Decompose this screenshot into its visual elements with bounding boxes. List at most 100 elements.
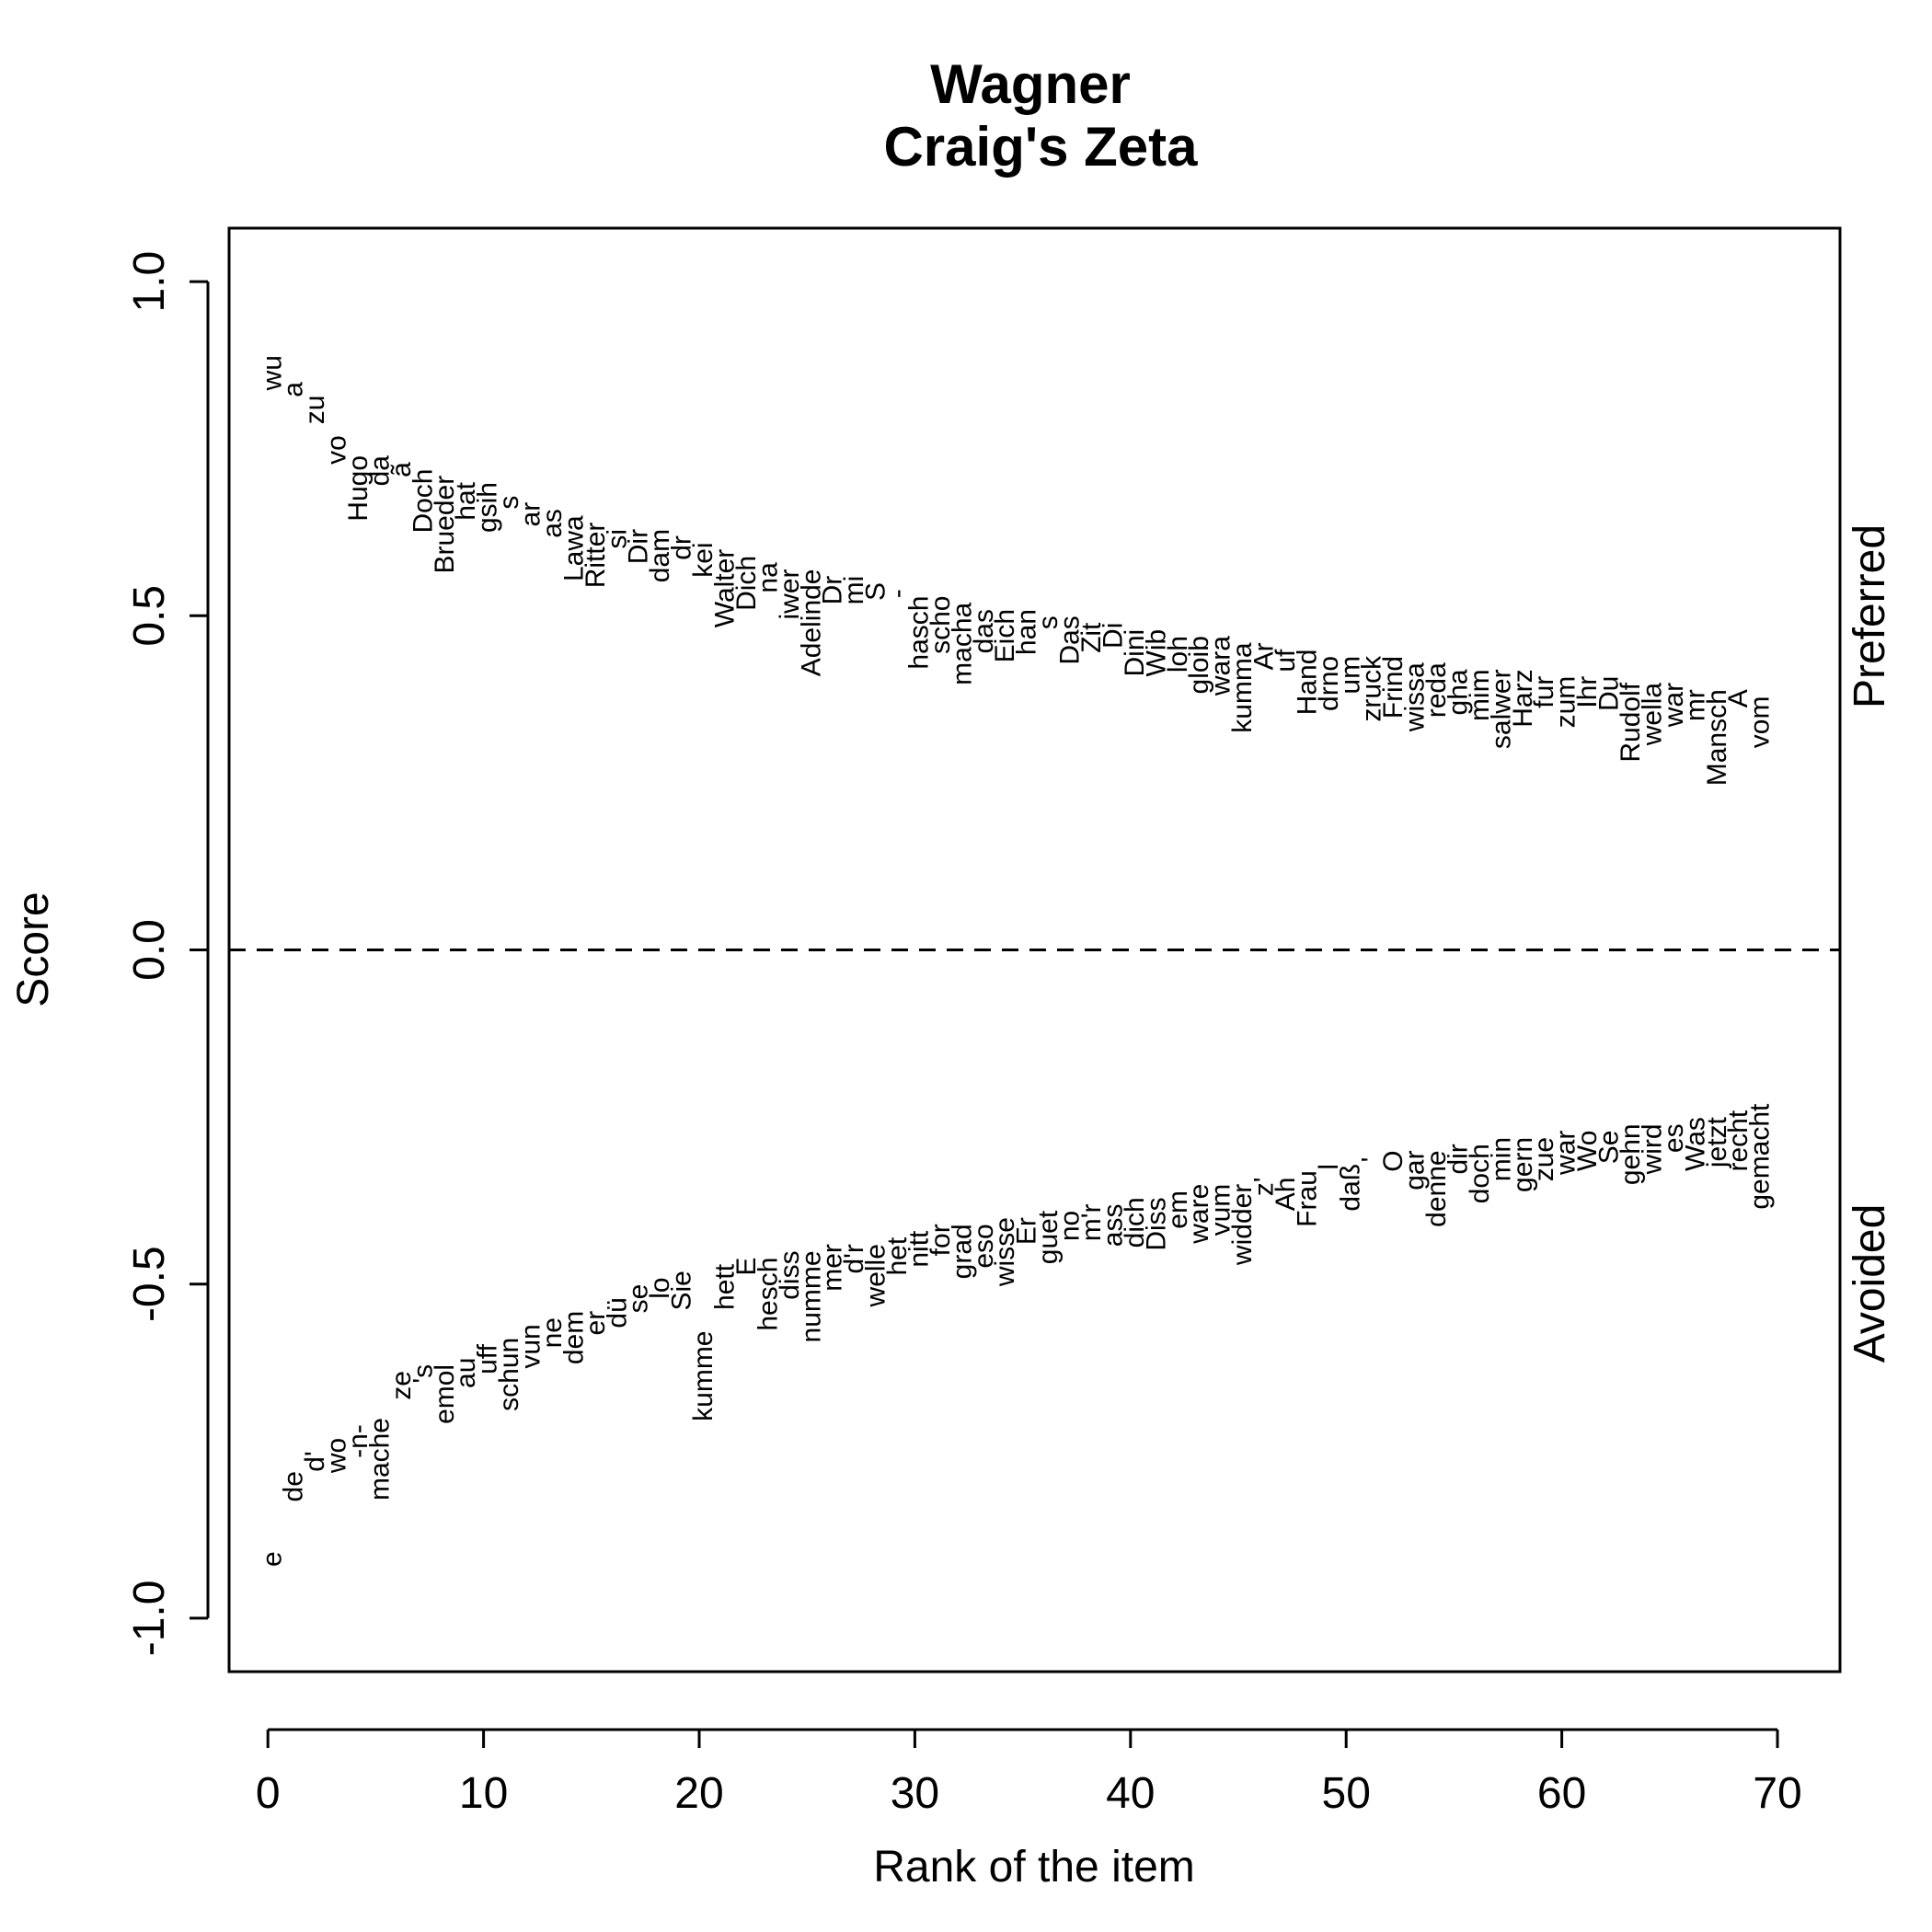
word-label: mr <box>1680 689 1710 721</box>
y-axis: -1.0 -0.5 0.0 0.5 1.0 <box>125 251 210 1657</box>
word-label: doch <box>1465 1144 1495 1203</box>
avoided-label: Avoided <box>1846 1204 1894 1363</box>
word-label: Dir <box>624 529 654 564</box>
x-tick-label: 60 <box>1537 1769 1586 1818</box>
word-label: ã <box>386 462 417 477</box>
x-tick-label: 30 <box>891 1769 939 1818</box>
word-label: Dini <box>1120 629 1150 677</box>
word-label: Se <box>1594 1131 1625 1165</box>
word-label: Das <box>1055 615 1086 664</box>
word-label: schun <box>494 1338 524 1411</box>
word-label: ware <box>1184 1184 1214 1245</box>
word-label: Sie <box>667 1271 697 1310</box>
word-label: 's <box>408 1364 438 1384</box>
word-label: Eich <box>990 609 1020 662</box>
word-label: a <box>279 382 309 397</box>
word-label: guet <box>1033 1210 1064 1264</box>
word-label: vun <box>516 1324 546 1368</box>
word-label: Adelinde <box>796 569 826 677</box>
word-label: se <box>624 1284 654 1314</box>
word-label: hett <box>710 1263 741 1310</box>
word-label: uff <box>473 1343 503 1374</box>
word-label: Hand <box>1292 650 1322 716</box>
word-label: dem <box>558 1311 589 1364</box>
y-tick-label: -1.0 <box>125 1581 174 1657</box>
word-label: fur <box>1529 676 1559 708</box>
word-label: Doch <box>408 469 438 534</box>
word-label: de <box>279 1471 309 1501</box>
word-label: eso <box>969 1224 999 1268</box>
word-label: wu <box>257 355 287 391</box>
word-label: no <box>1055 1211 1086 1241</box>
word-label: Frind <box>1378 656 1409 719</box>
word-label: kei <box>688 542 719 577</box>
word-label: dam <box>645 529 675 582</box>
y-axis-label: Score <box>9 891 58 1006</box>
word-label: ze <box>386 1371 417 1400</box>
word-label: kumma <box>1227 642 1258 733</box>
word-label: vo <box>322 435 352 465</box>
chart-title: Wagner <box>930 53 1131 115</box>
word-label: e <box>257 1551 287 1567</box>
word-label: Di <box>1098 623 1128 649</box>
word-label: vom <box>1745 696 1776 749</box>
word-label: O <box>1378 1150 1409 1171</box>
word-label: ar <box>516 502 546 527</box>
word-label: gloib <box>1184 636 1214 694</box>
word-label: Du <box>1594 676 1625 711</box>
word-label: Ihr <box>1572 676 1603 708</box>
word-label: Hugo <box>343 455 374 522</box>
word-label: mi <box>839 576 869 605</box>
word-label: em <box>1163 1190 1193 1229</box>
word-label: grad <box>947 1224 977 1279</box>
word-label: diss <box>775 1250 805 1299</box>
word-label: z' <box>1249 1178 1280 1197</box>
word-label: ' <box>1357 1157 1387 1163</box>
word-label: - <box>882 589 913 598</box>
x-axis: 0 10 20 30 40 50 60 70 <box>256 1728 1802 1818</box>
word-label: war <box>1551 1131 1581 1176</box>
word-label: hasch <box>904 596 935 670</box>
word-label: zum <box>1551 676 1581 729</box>
word-label: loh <box>1163 636 1193 673</box>
word-label: mim <box>1465 669 1495 721</box>
word-label: na <box>753 562 783 593</box>
word-label: gsih <box>473 482 503 533</box>
word-label: mache <box>365 1418 396 1501</box>
word-label: ass <box>1098 1204 1128 1248</box>
word-label: zruck <box>1357 655 1387 722</box>
word-label: s <box>1033 615 1064 629</box>
word-label: emol <box>430 1364 460 1424</box>
word-label: Was <box>1680 1117 1710 1171</box>
y-tick-label: 0.5 <box>125 585 174 647</box>
y-tick-label: -0.5 <box>125 1246 174 1322</box>
word-label: lo <box>645 1277 675 1298</box>
word-label: macha <box>947 602 977 684</box>
word-label: zu <box>300 396 330 425</box>
word-label: uf <box>1271 649 1301 673</box>
word-label: wird <box>1637 1123 1667 1175</box>
word-label: Zit <box>1076 622 1107 653</box>
word-label: das <box>969 609 999 653</box>
word-label: zue <box>1529 1137 1559 1181</box>
word-label: denne <box>1421 1150 1452 1226</box>
word-label: Ritter <box>581 523 611 589</box>
word-label: Rudolf <box>1616 682 1646 762</box>
word-label: gemacht <box>1745 1103 1776 1210</box>
word-label: E <box>731 1258 762 1276</box>
word-label: war <box>1659 683 1689 728</box>
word-label: au <box>451 1358 481 1388</box>
word-label: iwer <box>775 569 805 620</box>
word-label: jetzt <box>1702 1116 1732 1168</box>
word-label: mer <box>818 1244 848 1292</box>
word-label: S <box>861 582 891 601</box>
word-label: Lawa <box>558 515 589 581</box>
word-label: gern <box>1508 1137 1538 1192</box>
word-label: gha <box>1443 669 1474 715</box>
word-label: nitt <box>904 1230 935 1268</box>
word-label: wara <box>1206 636 1236 696</box>
word-marks: wuazuvoHugodaãDochBruederhatgsihsarasLaw… <box>257 355 1775 1567</box>
word-label: Er <box>1012 1217 1042 1245</box>
word-label: s <box>494 496 524 510</box>
